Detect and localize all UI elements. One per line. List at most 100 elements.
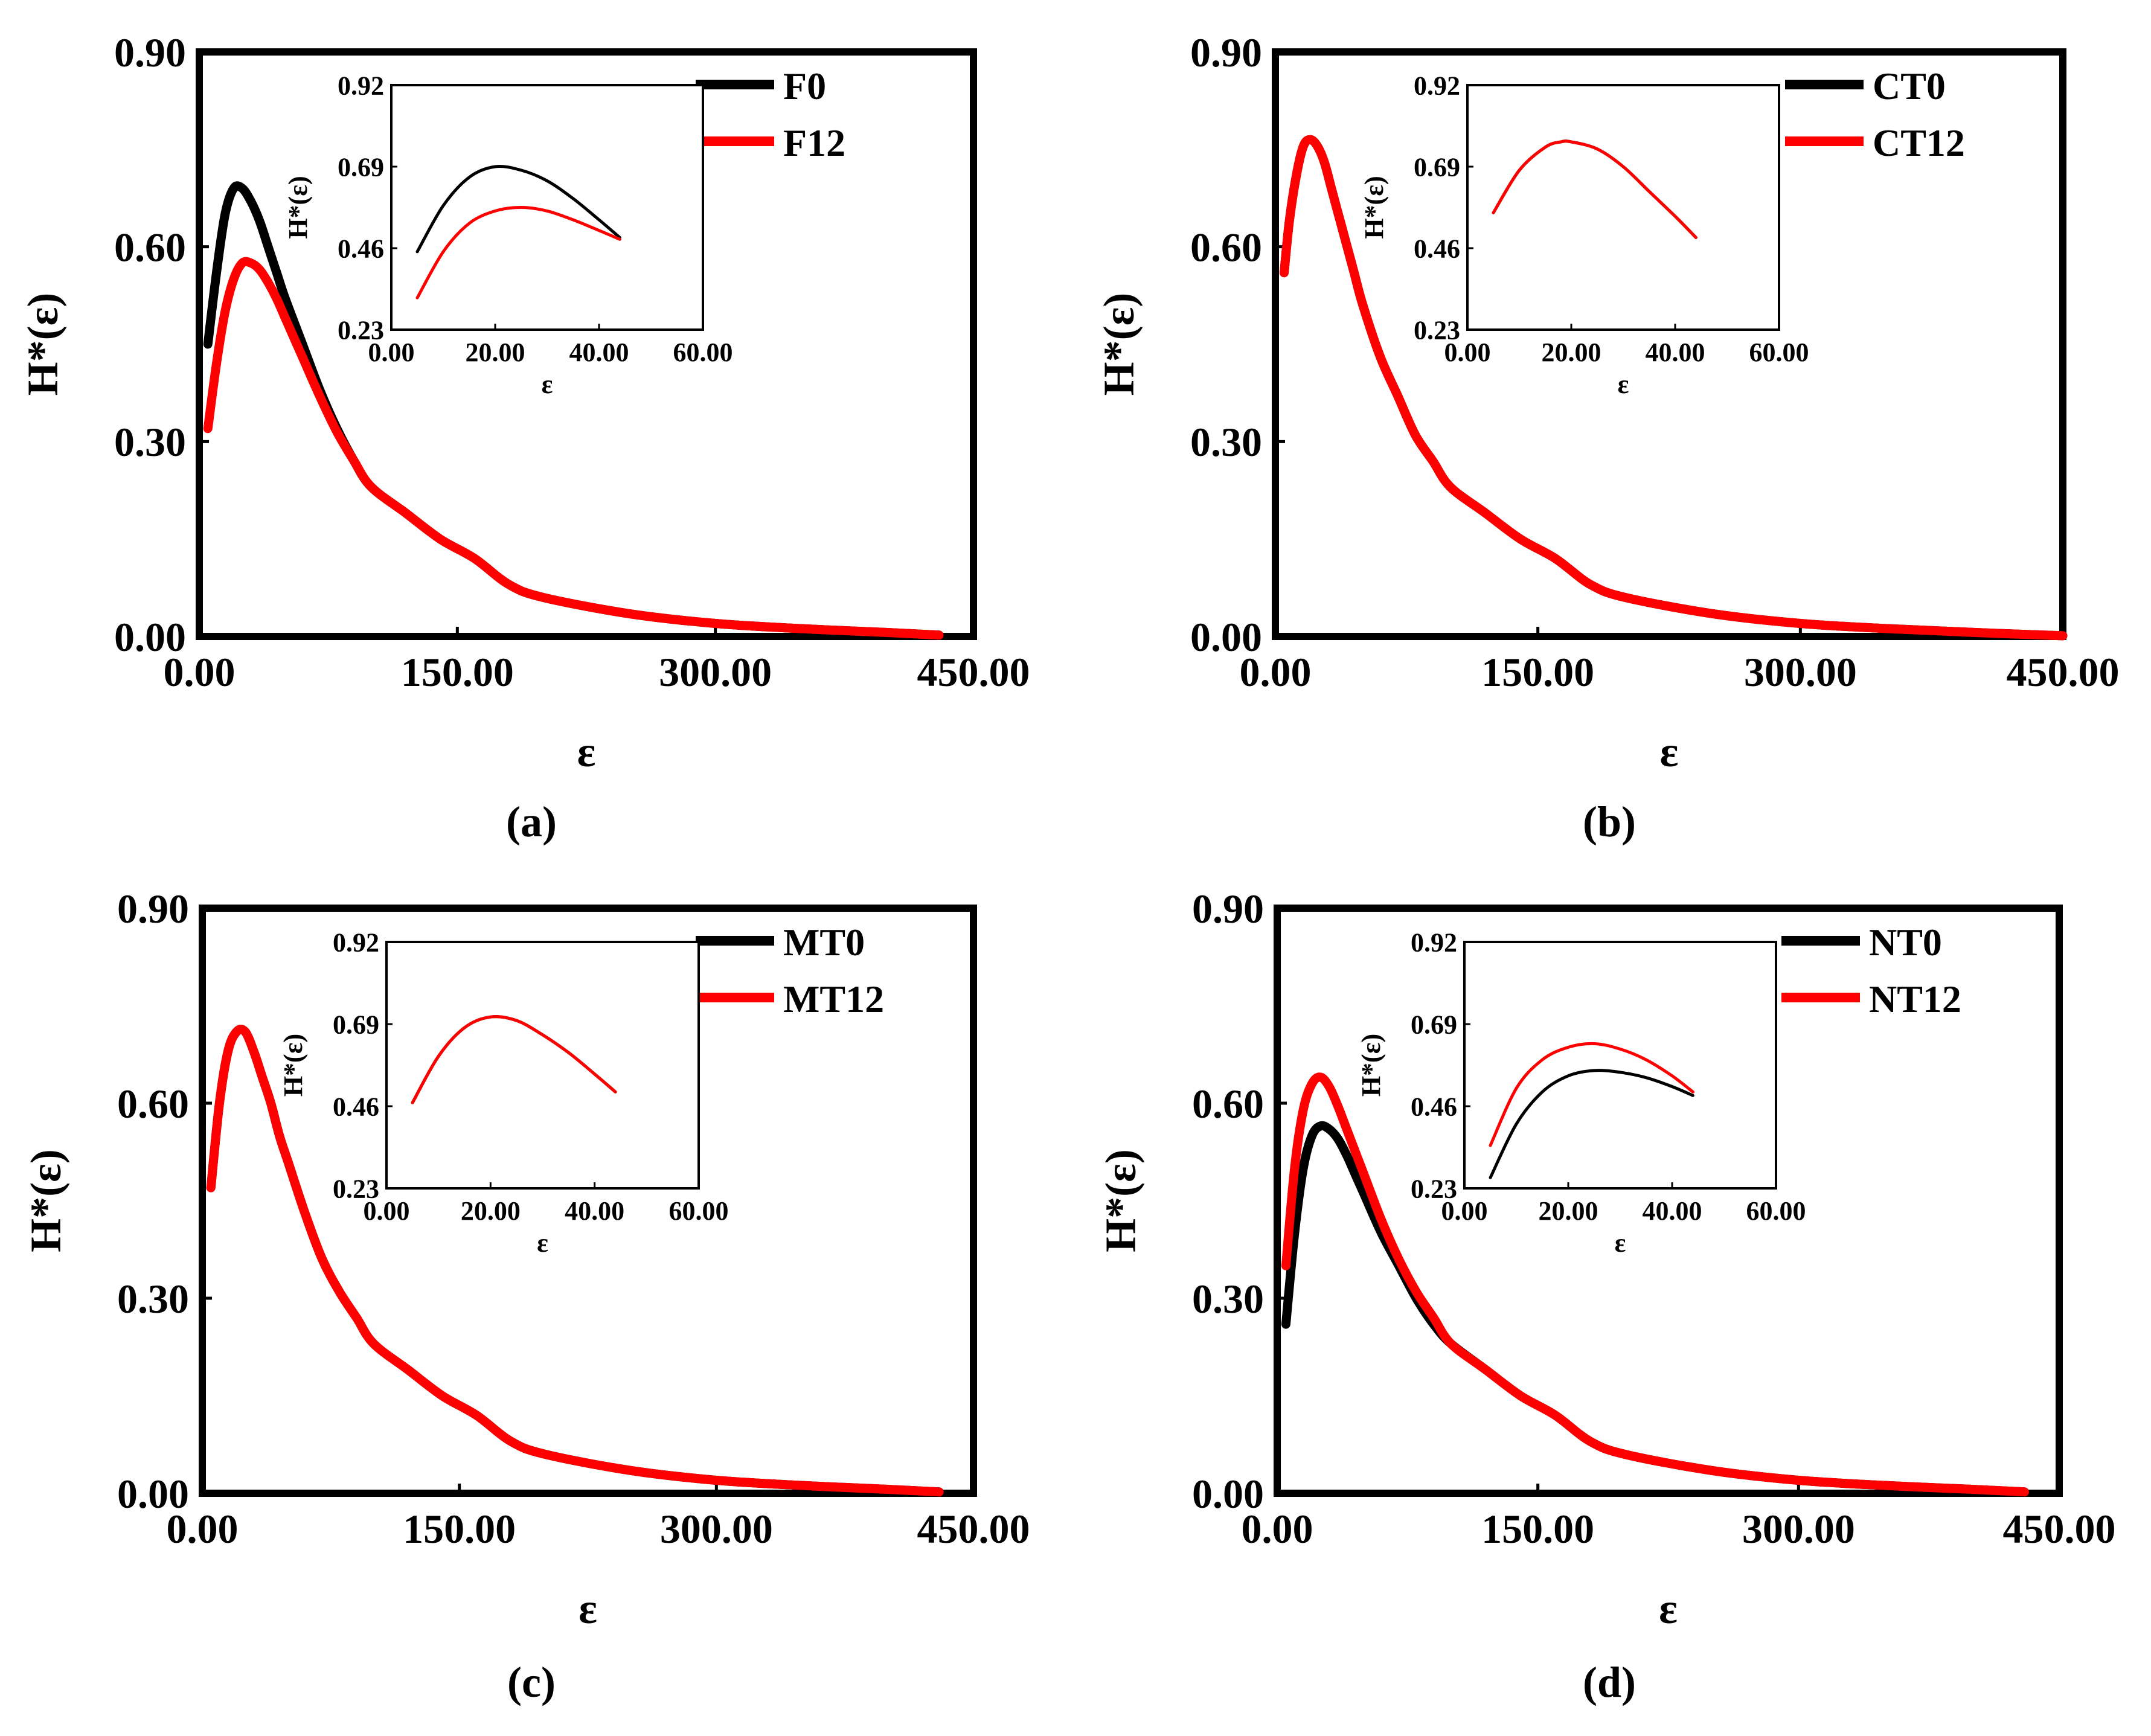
inset-x-tick-label: 20.00: [1539, 1196, 1598, 1226]
y-tick-label: 0.90: [1192, 886, 1264, 932]
inset-x-tick-label: 40.00: [1646, 338, 1705, 367]
inset-y-tick-label: 0.92: [1411, 927, 1457, 957]
inset-y-tick-label: 0.69: [1411, 1010, 1457, 1039]
inset-plot: 0.23 0.46 0.69 0.92 0.00 20.00 40.00 60.00 ε H*(ε…: [1359, 71, 1809, 399]
inset-y-tick-label: 0.69: [333, 1010, 379, 1039]
inset-plot-frame: [1463, 941, 1777, 1190]
chart-panel-d: 0.00 0.30 0.60 0.90 0.00 150.00 300.00 450.00 ε H…: [1097, 886, 2116, 1706]
inset-plot: 0.23 0.46 0.69 0.92 0.00 20.00 40.00 60.00 ε H*(ε…: [278, 927, 729, 1258]
inset-plot: 0.23 0.46 0.69 0.92 0.00 20.00 40.00 60.00 ε H*(ε…: [283, 71, 733, 399]
y-tick-label: 0.30: [117, 1276, 189, 1322]
inset-series-line-nt12: [1489, 1042, 1694, 1147]
x-tick-label: 0.00: [167, 1506, 239, 1552]
y-tick-label: 0.90: [1190, 30, 1262, 75]
y-tick-label: 0.00: [1192, 1471, 1264, 1517]
inset-x-axis-label: ε: [1618, 370, 1629, 399]
series-line-mt12: [206, 1025, 944, 1497]
panel-tag: (c): [507, 1658, 556, 1706]
chart-panel-b: 0.00 0.30 0.60 0.90 0.00 150.00 300.00 450.00 ε H…: [1095, 30, 2120, 846]
y-tick-label: 0.60: [1192, 1081, 1264, 1127]
inset-series-line-f0: [415, 165, 621, 254]
chart-panel-c: 0.00 0.30 0.60 0.90 0.00 150.00 300.00 450.00 ε H…: [22, 886, 1030, 1706]
x-tick-label: 300.00: [660, 1506, 773, 1552]
legend-label-nt0: NT0: [1869, 921, 1942, 964]
x-tick-label: 150.00: [1481, 1506, 1594, 1552]
y-axis-label: H*(ε): [19, 293, 67, 396]
x-tick-label: 150.00: [403, 1506, 516, 1552]
inset-x-axis-label: ε: [542, 370, 553, 399]
inset-x-tick-label: 60.00: [669, 1196, 729, 1226]
y-tick-label: 0.60: [117, 1081, 189, 1127]
inset-plot-frame: [385, 941, 700, 1190]
series-line-f12: [203, 257, 944, 640]
inset-y-axis-label: H*(ε): [283, 176, 313, 239]
inset-y-tick-label: 0.23: [333, 1174, 379, 1203]
legend-label-mt12: MT12: [783, 978, 884, 1020]
y-axis-label: H*(ε): [1097, 1149, 1145, 1252]
inset-y-tick-label: 0.46: [1414, 234, 1460, 263]
y-tick-label: 0.30: [1190, 419, 1262, 465]
x-tick-label: 150.00: [1481, 649, 1594, 695]
y-tick-label: 0.60: [114, 224, 186, 270]
inset-y-tick-label: 0.92: [333, 927, 379, 957]
inset-series-line-ct12: [1492, 139, 1697, 239]
x-axis-label: ε: [579, 1584, 597, 1633]
x-tick-label: 300.00: [659, 649, 772, 695]
y-axis-label: H*(ε): [1095, 293, 1143, 396]
inset-y-axis-label: H*(ε): [1356, 1034, 1386, 1097]
x-tick-label: 0.00: [1242, 1506, 1313, 1552]
inset-y-tick-label: 0.23: [338, 315, 384, 345]
y-tick-label: 0.00: [117, 1471, 189, 1517]
y-tick-label: 0.00: [1190, 614, 1262, 660]
inset-x-tick-label: 60.00: [1749, 338, 1809, 367]
inset-plot: 0.23 0.46 0.69 0.92 0.00 20.00 40.00 60.00 ε H*(ε…: [1356, 927, 1806, 1258]
x-tick-label: 0.00: [1240, 649, 1312, 695]
legend-label-nt12: NT12: [1869, 978, 1961, 1020]
x-tick-label: 450.00: [917, 1506, 1030, 1552]
y-tick-label: 0.30: [114, 419, 186, 465]
y-tick-label: 0.00: [114, 614, 186, 660]
legend-label-f12: F12: [783, 121, 845, 164]
series-line-nt12: [1281, 1072, 2029, 1497]
panel-tag: (a): [506, 798, 557, 846]
x-axis-label: ε: [1660, 728, 1679, 776]
x-tick-label: 450.00: [917, 649, 1030, 695]
inset-x-tick-label: 20.00: [1542, 338, 1601, 367]
inset-x-tick-label: 40.00: [569, 338, 629, 367]
x-axis-label: ε: [1659, 1584, 1678, 1633]
inset-y-tick-label: 0.69: [338, 152, 384, 182]
y-tick-label: 0.90: [117, 886, 189, 932]
inset-x-tick-label: 0.00: [368, 338, 415, 367]
panel-tag: (d): [1583, 1658, 1636, 1706]
legend-label-ct12: CT12: [1873, 121, 1965, 164]
inset-y-axis-label: H*(ε): [1359, 176, 1389, 239]
inset-plot-frame: [1466, 84, 1780, 331]
x-tick-label: 150.00: [401, 649, 514, 695]
inset-y-tick-label: 0.46: [333, 1092, 379, 1121]
inset-x-tick-label: 40.00: [1643, 1196, 1702, 1226]
inset-y-tick-label: 0.23: [1411, 1174, 1457, 1203]
legend-label-f0: F0: [783, 65, 826, 107]
x-tick-label: 450.00: [2007, 649, 2120, 695]
x-tick-label: 300.00: [1744, 649, 1857, 695]
x-tick-label: 0.00: [164, 649, 236, 695]
inset-y-tick-label: 0.46: [1411, 1092, 1457, 1121]
inset-x-tick-label: 20.00: [461, 1196, 521, 1226]
inset-y-tick-label: 0.92: [1414, 71, 1460, 100]
y-tick-label: 0.90: [114, 30, 186, 75]
inset-x-tick-label: 0.00: [364, 1196, 410, 1226]
y-tick-label: 0.30: [1192, 1276, 1264, 1322]
inset-y-tick-label: 0.23: [1414, 315, 1460, 345]
legend-label-ct0: CT0: [1873, 65, 1946, 107]
panel-tag: (b): [1583, 798, 1636, 846]
legend-label-mt0: MT0: [783, 921, 865, 964]
x-tick-label: 300.00: [1742, 1506, 1855, 1552]
inset-x-axis-label: ε: [537, 1228, 548, 1258]
inset-y-tick-label: 0.92: [338, 71, 384, 100]
inset-y-axis-label: H*(ε): [278, 1034, 308, 1097]
inset-series-line-f12: [415, 206, 621, 299]
inset-x-tick-label: 0.00: [1444, 338, 1491, 367]
inset-plot-frame: [390, 84, 704, 331]
chart-panel-a: 0.00 0.30 0.60 0.90 0.00 150.00 300.00 450.00 ε H…: [19, 30, 1030, 846]
